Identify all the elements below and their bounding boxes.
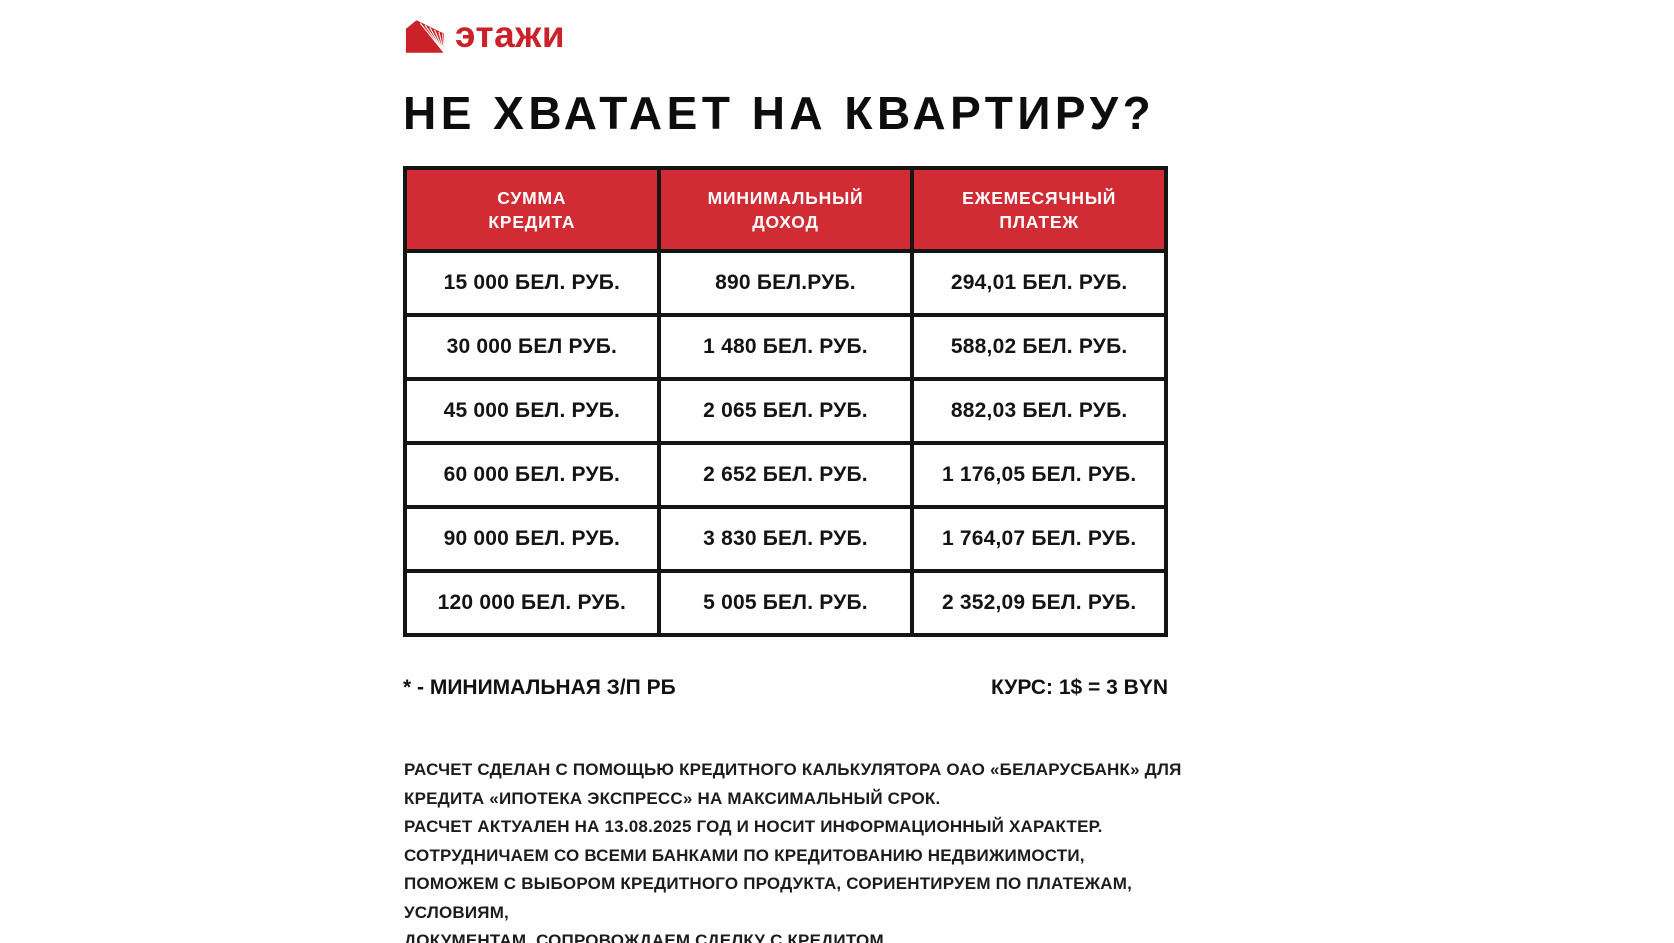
page-title: НЕ ХВАТАЕТ НА КВАРТИРУ? xyxy=(403,87,1156,139)
cell-monthly-payment: 294,01 БЕЛ. РУБ. xyxy=(910,249,1168,317)
disclaimer-text: РАСЧЕТ СДЕЛАН С ПОМОЩЬЮ КРЕДИТНОГО КАЛЬК… xyxy=(404,756,1194,943)
footnote-row: * - МИНИМАЛЬНАЯ З/П РБ КУРС: 1$ = 3 BYN xyxy=(403,676,1168,700)
house-icon xyxy=(404,18,446,55)
header-line-1: МИНИМАЛЬНЫЙ xyxy=(707,187,864,208)
cell-minimum-income: 5 005 БЕЛ. РУБ. xyxy=(656,569,915,637)
disclaimer-line: РАСЧЕТ АКТУАЛЕН НА 13.08.2025 ГОД И НОСИ… xyxy=(404,817,1103,836)
cell-monthly-payment: 2 352,09 БЕЛ. РУБ. xyxy=(910,569,1168,637)
header-cell: МИНИМАЛЬНЫЙ ДОХОД xyxy=(656,166,915,253)
cell-credit-amount: 15 000 БЕЛ. РУБ. xyxy=(403,249,661,317)
disclaimer-line: ПОМОЖЕМ С ВЫБОРОМ КРЕДИТНОГО ПРОДУКТА, С… xyxy=(404,874,1133,893)
header-line-2: ПЛАТЕЖ xyxy=(999,211,1079,232)
table-row: 15 000 БЕЛ. РУБ. 890 БЕЛ.РУБ. 294,01 БЕЛ… xyxy=(403,249,1168,317)
table-row: 90 000 БЕЛ. РУБ. 3 830 БЕЛ. РУБ. 1 764,0… xyxy=(403,505,1168,573)
disclaimer-line: УСЛОВИЯМ, xyxy=(404,902,509,922)
cell-monthly-payment: 1 764,07 БЕЛ. РУБ. xyxy=(910,505,1168,573)
cell-credit-amount: 120 000 БЕЛ. РУБ. xyxy=(403,569,661,637)
cell-minimum-income: 3 830 БЕЛ. РУБ. xyxy=(656,505,915,573)
exchange-rate-note: КУРС: 1$ = 3 BYN xyxy=(990,676,1168,699)
cell-monthly-payment: 1 176,05 БЕЛ. РУБ. xyxy=(910,441,1168,509)
cell-credit-amount: 90 000 БЕЛ. РУБ. xyxy=(403,505,661,573)
header-line-2: КРЕДИТА xyxy=(488,211,576,232)
brand-logo-text: этажи xyxy=(455,14,566,55)
cell-minimum-income: 2 652 БЕЛ. РУБ. xyxy=(656,441,915,509)
header-line-2: ДОХОД xyxy=(752,211,819,232)
table-row: 30 000 БЕЛ РУБ. 1 480 БЕЛ. РУБ. 588,02 Б… xyxy=(403,313,1168,381)
table-row: 45 000 БЕЛ. РУБ. 2 065 БЕЛ. РУБ. 882,03 … xyxy=(403,377,1168,445)
header-line-1: ЕЖЕМЕСЯЧНЫЙ xyxy=(962,187,1117,208)
header-line-1: СУММА xyxy=(497,187,567,208)
cell-monthly-payment: 882,03 БЕЛ. РУБ. xyxy=(910,377,1168,445)
header-cell: ЕЖЕМЕСЯЧНЫЙ ПЛАТЕЖ xyxy=(910,166,1168,253)
brand-logo: этажи xyxy=(404,14,566,55)
disclaimer-line: РАСЧЕТ СДЕЛАН С ПОМОЩЬЮ КРЕДИТНОГО КАЛЬК… xyxy=(404,760,1182,779)
disclaimer-line: КРЕДИТА «ИПОТЕКА ЭКСПРЕСС» НА МАКСИМАЛЬН… xyxy=(404,788,941,808)
cell-minimum-income: 890 БЕЛ.РУБ. xyxy=(656,249,915,317)
table-row: 60 000 БЕЛ. РУБ. 2 652 БЕЛ. РУБ. 1 176,0… xyxy=(403,441,1168,509)
disclaimer-line: ДОКУМЕНТАМ, СОПРОВОЖДАЕМ СДЕЛКУ С КРЕДИТ… xyxy=(404,931,884,943)
cell-minimum-income: 2 065 БЕЛ. РУБ. xyxy=(656,377,915,445)
cell-credit-amount: 45 000 БЕЛ. РУБ. xyxy=(403,377,661,445)
credit-table-body: 15 000 БЕЛ. РУБ. 890 БЕЛ.РУБ. 294,01 БЕЛ… xyxy=(403,249,1168,637)
min-salary-note: * - МИНИМАЛЬНАЯ З/П РБ xyxy=(403,676,676,699)
cell-monthly-payment: 588,02 БЕЛ. РУБ. xyxy=(910,313,1168,381)
table-row: 120 000 БЕЛ. РУБ. 5 005 БЕЛ. РУБ. 2 352,… xyxy=(403,569,1168,637)
cell-credit-amount: 60 000 БЕЛ. РУБ. xyxy=(403,441,661,509)
cell-minimum-income: 1 480 БЕЛ. РУБ. xyxy=(656,313,915,381)
credit-table-head: СУММА КРЕДИТА МИНИМАЛЬНЫЙ ДОХОД ЕЖЕМЕСЯЧ… xyxy=(403,166,1168,253)
disclaimer-line: СОТРУДНИЧАЕМ СО ВСЕМИ БАНКАМИ ПО КРЕДИТО… xyxy=(404,845,1085,865)
table-header-row: СУММА КРЕДИТА МИНИМАЛЬНЫЙ ДОХОД ЕЖЕМЕСЯЧ… xyxy=(403,166,1168,253)
cell-credit-amount: 30 000 БЕЛ РУБ. xyxy=(403,313,661,381)
header-cell: СУММА КРЕДИТА xyxy=(403,166,661,253)
credit-table: СУММА КРЕДИТА МИНИМАЛЬНЫЙ ДОХОД ЕЖЕМЕСЯЧ… xyxy=(403,166,1168,637)
